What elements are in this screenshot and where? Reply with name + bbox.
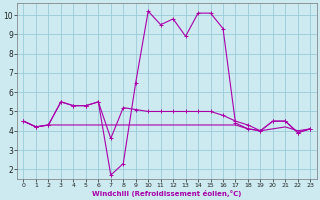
X-axis label: Windchill (Refroidissement éolien,°C): Windchill (Refroidissement éolien,°C)	[92, 190, 242, 197]
